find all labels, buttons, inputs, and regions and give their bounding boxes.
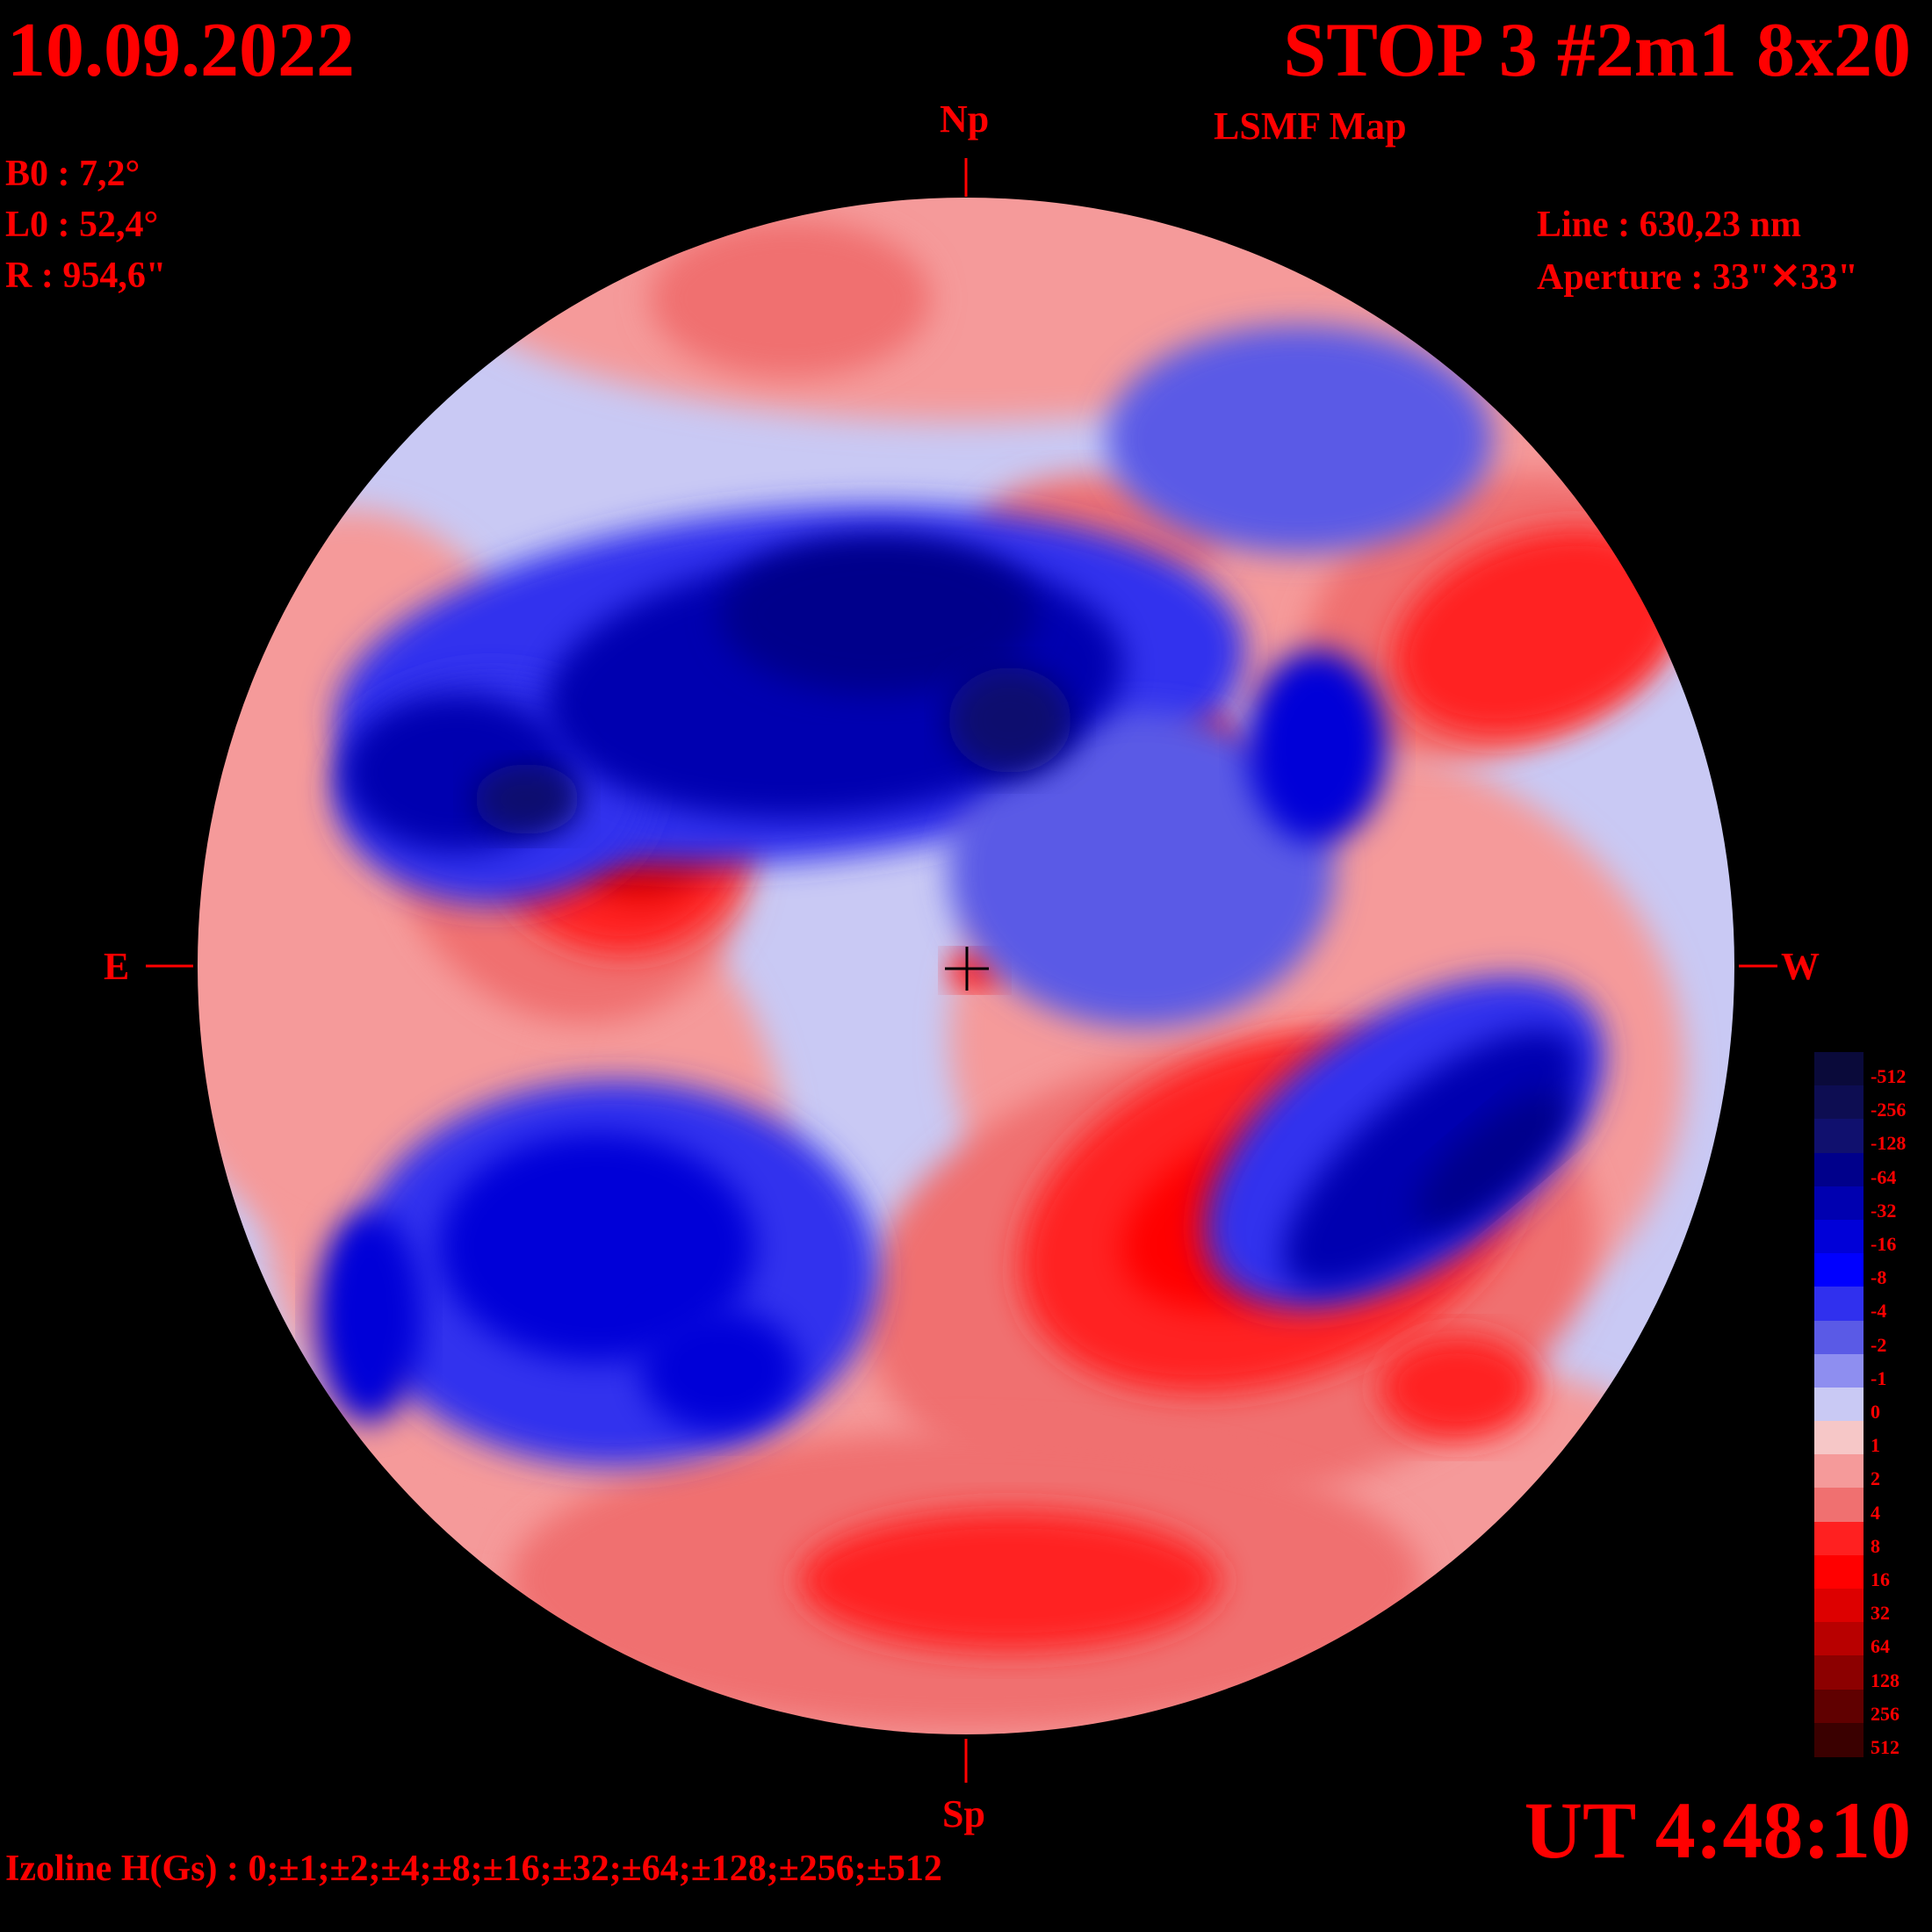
legend-swatch xyxy=(1814,1152,1864,1187)
param-b0: B0 : 7,2° xyxy=(5,154,141,194)
negative-field-patch xyxy=(439,1133,755,1361)
negative-field-patch xyxy=(720,536,1036,694)
legend-label: -256 xyxy=(1871,1099,1907,1121)
legend-swatch xyxy=(1814,1353,1864,1388)
field-patches xyxy=(197,197,1735,1735)
legend-label: -16 xyxy=(1871,1233,1897,1256)
date-label: 10.09.2022 xyxy=(7,8,355,93)
legend-label: 64 xyxy=(1871,1635,1890,1658)
north-pole-label: Np xyxy=(940,97,990,141)
negative-field-patch xyxy=(948,711,1335,1027)
legend-label: 2 xyxy=(1871,1467,1880,1490)
legend-swatch xyxy=(1814,1320,1864,1355)
negative-field-patch xyxy=(474,764,580,834)
param-line: Line : 630,23 nm xyxy=(1537,205,1802,245)
legend-label: 512 xyxy=(1871,1735,1900,1758)
legend-label: 32 xyxy=(1871,1602,1890,1625)
map-title: STOP 3 #2m1 8x20 xyxy=(1283,8,1911,93)
legend-swatch xyxy=(1814,1689,1864,1724)
negative-field-patch xyxy=(1107,325,1493,553)
legend-swatch xyxy=(1814,1488,1864,1523)
legend-swatch xyxy=(1814,1052,1864,1087)
legend-label: -32 xyxy=(1871,1199,1897,1222)
positive-field-patch xyxy=(799,1510,1221,1651)
legend-swatch xyxy=(1814,1521,1864,1556)
negative-field-patch xyxy=(948,667,1071,773)
south-pole-label: Sp xyxy=(942,1792,985,1835)
legend-swatch xyxy=(1814,1287,1864,1322)
legend-label: 4 xyxy=(1871,1501,1880,1524)
legend-label: 0 xyxy=(1871,1401,1880,1423)
legend-swatch xyxy=(1814,1722,1864,1757)
legend-swatch xyxy=(1814,1622,1864,1657)
legend-swatch xyxy=(1814,1589,1864,1624)
legend-label: 256 xyxy=(1871,1702,1900,1725)
legend-swatch xyxy=(1814,1219,1864,1255)
izoline-levels: Izoline H(Gs) : 0;±1;±2;±4;±8;±16;±32;±6… xyxy=(5,1849,942,1889)
param-aperture: Aperture : 33"✕33" xyxy=(1537,257,1858,298)
legend-label: 128 xyxy=(1871,1669,1900,1691)
positive-field-patch xyxy=(1392,528,1682,737)
param-radius: R : 954,6" xyxy=(5,256,167,296)
legend-label: -8 xyxy=(1871,1266,1887,1289)
legend-label: -64 xyxy=(1871,1165,1897,1188)
legend-swatch xyxy=(1814,1655,1864,1690)
legend-label: -2 xyxy=(1871,1333,1887,1356)
negative-field-patch xyxy=(316,1212,422,1423)
legend-label: -4 xyxy=(1871,1300,1887,1323)
legend-label: -1 xyxy=(1871,1366,1887,1389)
legend-swatch xyxy=(1814,1421,1864,1456)
legend-label: 8 xyxy=(1871,1534,1880,1557)
color-scale-legend xyxy=(1814,1052,1864,1757)
disk-content xyxy=(197,197,1735,1735)
legend-swatch xyxy=(1814,1387,1864,1423)
legend-swatch xyxy=(1814,1554,1864,1590)
map-subtitle: LSMF Map xyxy=(1214,105,1407,148)
legend-swatch xyxy=(1814,1253,1864,1288)
legend-label: 16 xyxy=(1871,1568,1890,1590)
param-l0: L0 : 52,4° xyxy=(5,205,159,245)
legend-swatch xyxy=(1814,1454,1864,1489)
legend-swatch xyxy=(1814,1085,1864,1121)
east-label: E xyxy=(104,945,130,988)
legend-swatch xyxy=(1814,1186,1864,1221)
legend-label: 1 xyxy=(1871,1434,1880,1457)
positive-field-patch xyxy=(650,220,931,378)
legend-label: -512 xyxy=(1871,1065,1907,1088)
legend-label: -128 xyxy=(1871,1132,1907,1155)
negative-field-patch xyxy=(641,1308,799,1431)
positive-field-patch xyxy=(1379,1335,1537,1440)
legend-swatch xyxy=(1814,1119,1864,1154)
negative-field-patch xyxy=(1415,1091,1571,1228)
negative-field-patch xyxy=(1247,650,1388,843)
ut-time: UT 4:48:10 xyxy=(1524,1785,1911,1875)
negative-field-patch xyxy=(1283,1028,1580,1290)
west-label: W xyxy=(1781,945,1820,988)
